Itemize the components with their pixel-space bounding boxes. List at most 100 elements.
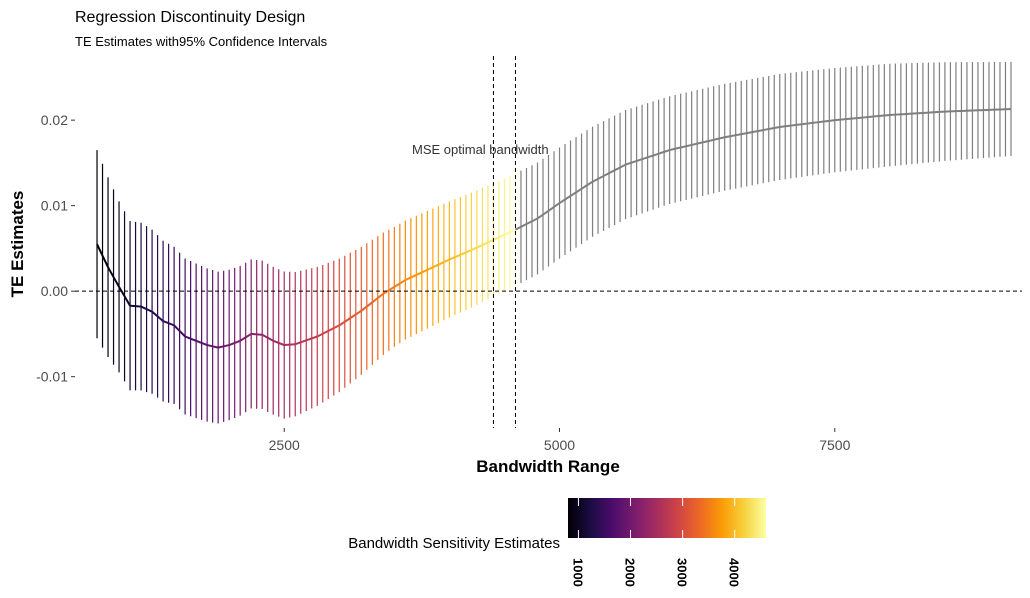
estimate-line-segment	[234, 339, 241, 344]
estimate-line-segment	[669, 147, 676, 152]
x-tick-label: 5000	[544, 437, 575, 453]
estimate-line-segment	[173, 324, 181, 332]
estimate-line-segment	[311, 335, 318, 340]
estimate-line-segment	[718, 136, 725, 140]
estimate-line-segment	[647, 154, 654, 159]
y-tick-label: 0.02	[41, 112, 68, 128]
estimate-line-segment	[399, 279, 406, 285]
estimate-line-segment	[796, 123, 802, 126]
estimate-line-segment	[752, 130, 758, 134]
estimate-line-segment	[195, 339, 202, 344]
estimate-line-segment	[344, 317, 351, 323]
estimate-line-segment	[449, 256, 456, 261]
estimate-line-segment	[338, 320, 346, 327]
estimate-line-segment	[790, 123, 797, 127]
estimate-line-segment	[245, 333, 252, 339]
estimate-line-segment	[515, 225, 522, 231]
estimate-line-segment	[829, 119, 835, 122]
estimate-line-segment	[316, 332, 324, 338]
estimate-line-segment	[840, 118, 846, 121]
estimate-line-segment	[421, 268, 428, 274]
estimate-line-segment	[592, 177, 599, 183]
estimate-line-segment	[873, 115, 879, 118]
estimate-line-segment	[713, 137, 720, 141]
estimate-line-segment	[443, 258, 450, 264]
estimate-line-segment	[217, 345, 224, 349]
estimate-line-segment	[118, 286, 126, 297]
estimate-line-segment	[768, 127, 775, 131]
legend-tick-label: 4000	[727, 558, 742, 587]
estimate-line-segment	[542, 209, 550, 216]
estimate-line-segment	[96, 243, 104, 257]
estimate-line-segment	[884, 114, 890, 117]
estimate-line-segment	[426, 266, 434, 271]
estimate-line-segment	[460, 251, 467, 256]
estimate-line-segment	[867, 115, 874, 119]
estimate-line-segment	[580, 184, 588, 190]
estimate-line-segment	[178, 330, 186, 338]
estimate-line-segment	[531, 217, 538, 223]
estimate-line-segment	[498, 233, 505, 239]
legend-tick-label: 1000	[570, 558, 585, 587]
estimate-line-segment	[735, 133, 742, 137]
estimate-line-segment	[834, 118, 841, 122]
legend: Bandwidth Sensitivity Estimates 1000 2000…	[348, 498, 766, 587]
estimate-line-segment	[823, 119, 830, 123]
estimate-line-segment	[156, 315, 164, 322]
estimate-line-segment	[608, 169, 616, 175]
estimate-line-segment	[101, 255, 109, 268]
estimate-line-segment	[575, 187, 583, 194]
estimate-line-segment	[696, 141, 703, 145]
estimate-line-segment	[553, 202, 561, 208]
estimate-line-segment	[741, 132, 747, 136]
estimate-line-segment	[658, 150, 665, 155]
x-tick-label: 7500	[819, 437, 850, 453]
estimate-line-segment	[267, 336, 274, 342]
estimate-line-segment	[526, 220, 533, 225]
y-axis-title: TE Estimates	[8, 191, 27, 298]
estimate-line-segment	[393, 282, 401, 288]
estimate-line-segment	[355, 310, 362, 316]
estimate-line-segment	[278, 341, 285, 346]
estimate-line-segment	[730, 134, 736, 138]
estimate-line-segment	[779, 125, 786, 128]
estimate-line-segment	[146, 308, 153, 313]
estimate-line-segment	[691, 142, 698, 146]
estimate-line-segment	[504, 231, 511, 236]
x-tick-label: 2500	[269, 437, 300, 453]
estimate-line-segment	[597, 175, 605, 180]
estimate-line-segment	[432, 263, 439, 269]
legend-title: Bandwidth Sensitivity Estimates	[348, 535, 560, 552]
chart-title: Regression Discontinuity Design	[75, 9, 305, 26]
estimate-line-segment	[614, 166, 621, 172]
estimate-line-segment	[818, 120, 824, 124]
estimate-line-segment	[547, 206, 555, 212]
plot-area: -0.01 0.00 0.01 0.02 2500 5000 7500	[36, 56, 1022, 453]
estimate-line-segment	[294, 341, 302, 346]
estimate-line-segment	[856, 116, 863, 120]
estimate-line-segment	[702, 140, 709, 144]
estimate-line-segment	[300, 339, 307, 344]
estimate-line-segment	[663, 149, 670, 153]
estimate-line-segment	[107, 266, 115, 278]
estimate-line-segment	[410, 274, 417, 279]
estimate-line-segment	[151, 310, 159, 318]
estimate-line-segment	[415, 271, 423, 276]
estimate-line-segment	[630, 160, 637, 164]
estimate-line-segment	[724, 135, 731, 139]
estimate-line-segment	[536, 213, 544, 220]
y-tick-label: 0.01	[41, 198, 68, 214]
estimate-line-segment	[636, 158, 643, 162]
estimate-line-segment	[223, 344, 230, 348]
estimate-line-segment	[674, 146, 681, 150]
estimate-line-segment	[371, 297, 379, 304]
estimate-line-segment	[228, 341, 236, 346]
estimate-line-segment	[388, 286, 395, 292]
estimate-line-segment	[190, 337, 197, 342]
estimate-line-segment	[625, 161, 632, 166]
estimate-line-segment	[112, 276, 120, 288]
estimate-line-segment	[184, 335, 191, 340]
estimate-line-segment	[168, 322, 175, 327]
estimate-line-segment	[509, 228, 516, 234]
